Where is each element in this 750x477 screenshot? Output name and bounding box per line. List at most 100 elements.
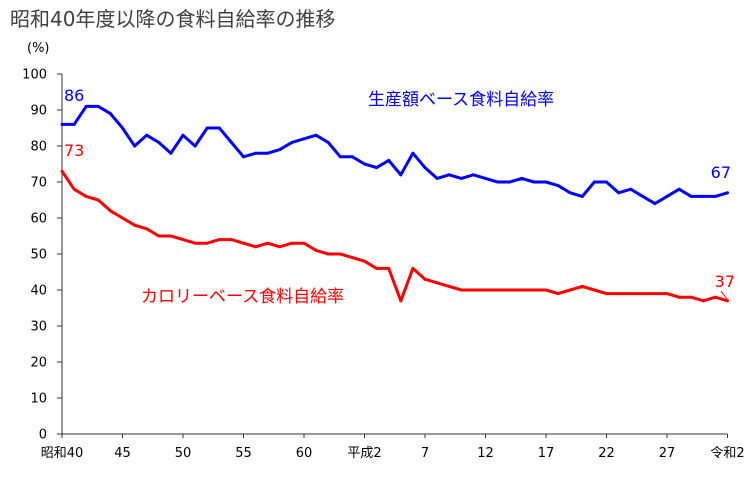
x-tick-label: 22 <box>598 446 615 461</box>
data-point-calorie <box>205 241 209 245</box>
data-point-calorie <box>411 266 415 270</box>
data-point-production-value <box>508 180 512 184</box>
data-point-calorie <box>484 288 487 292</box>
data-point-production-value <box>60 122 64 126</box>
data-point-production-value <box>556 184 560 188</box>
data-point-production-value <box>726 191 729 195</box>
y-tick-label: 0 <box>39 428 47 443</box>
data-point-production-value <box>592 180 596 184</box>
data-point-production-value <box>145 133 149 137</box>
data-point-calorie <box>508 288 512 292</box>
data-label-leader-line <box>720 290 728 300</box>
y-tick-label: 10 <box>30 392 47 407</box>
data-point-calorie <box>290 241 294 245</box>
x-tick-label: 50 <box>175 446 192 461</box>
data-point-production-value <box>290 140 294 144</box>
data-point-calorie <box>568 288 572 292</box>
data-point-production-value <box>713 194 717 198</box>
data-point-calorie <box>193 241 197 245</box>
x-axis: 昭和40 45 50 55 60 平成2 7 12 17 22 27 令和2 <box>41 433 745 461</box>
data-point-production-value <box>338 155 342 159</box>
data-point-calorie <box>326 252 330 256</box>
data-point-calorie <box>254 245 258 249</box>
x-tick-label: 17 <box>538 446 555 461</box>
series-production-value <box>60 104 729 206</box>
data-point-calorie <box>471 288 475 292</box>
data-point-production-value <box>217 126 221 130</box>
data-point-production-value <box>363 162 366 166</box>
data-point-calorie <box>556 292 560 296</box>
chart-title: 昭和40年度以降の食料自給率の推移 <box>10 7 335 31</box>
y-tick-label: 40 <box>30 284 47 299</box>
data-point-production-value <box>242 155 245 159</box>
data-point-production-value <box>411 151 415 155</box>
data-point-production-value <box>133 144 137 148</box>
data-point-calorie <box>217 238 221 242</box>
data-point-calorie <box>665 292 669 296</box>
data-point-production-value <box>423 166 427 170</box>
x-tick-label: 令和2 <box>710 446 744 461</box>
x-tick-label: 昭和40 <box>41 446 84 461</box>
data-point-calorie <box>605 292 608 296</box>
data-point-calorie <box>592 288 596 292</box>
data-point-calorie <box>520 288 524 292</box>
data-point-production-value <box>641 194 645 198</box>
data-point-production-value <box>689 194 693 198</box>
data-point-production-value <box>278 148 282 152</box>
series-line-production-value <box>62 104 728 206</box>
data-point-calorie <box>677 295 681 299</box>
data-label-calorie-start: 73 <box>64 141 84 160</box>
data-point-production-value <box>326 140 330 144</box>
data-point-calorie <box>96 198 100 202</box>
data-point-production-value <box>193 144 197 148</box>
y-axis: 0 10 20 30 40 50 60 70 80 90 100 <box>22 68 63 443</box>
data-point-calorie <box>338 252 342 256</box>
y-tick-label: 100 <box>22 68 47 83</box>
data-point-calorie <box>133 223 137 227</box>
data-point-calorie <box>84 194 88 198</box>
data-point-calorie <box>701 299 705 303</box>
y-tick-label: 30 <box>30 320 47 335</box>
data-point-production-value <box>84 104 88 108</box>
data-point-production-value <box>520 176 524 180</box>
data-point-production-value <box>580 194 584 198</box>
data-point-calorie <box>629 292 633 296</box>
x-tick-label: 7 <box>421 446 429 461</box>
data-point-production-value <box>181 133 185 137</box>
series-label-production-value: 生産額ベース食料自給率 <box>368 90 554 110</box>
data-point-calorie <box>496 288 500 292</box>
data-point-production-value <box>121 126 124 130</box>
data-point-production-value <box>266 151 270 155</box>
data-point-production-value <box>302 137 306 141</box>
data-point-production-value <box>605 180 608 184</box>
data-point-production-value <box>375 166 379 170</box>
data-point-calorie <box>181 238 185 242</box>
data-point-calorie <box>363 259 366 263</box>
data-point-production-value <box>387 158 391 162</box>
data-point-calorie <box>350 256 354 260</box>
data-point-production-value <box>701 194 705 198</box>
data-point-calorie <box>278 245 282 249</box>
data-point-production-value <box>96 104 100 108</box>
data-point-calorie <box>72 187 76 191</box>
data-point-production-value <box>459 176 463 180</box>
data-label-production-value-start: 86 <box>64 86 84 105</box>
x-tick-label: 27 <box>659 446 676 461</box>
data-point-calorie <box>145 227 149 231</box>
y-tick-label: 70 <box>30 176 47 191</box>
data-point-production-value <box>254 151 258 155</box>
y-tick-label: 50 <box>30 248 47 263</box>
data-point-production-value <box>653 202 657 206</box>
x-tick-label: 45 <box>114 446 131 461</box>
data-point-calorie <box>532 288 536 292</box>
data-label-calorie-end: 37 <box>715 272 735 291</box>
data-point-production-value <box>677 187 681 191</box>
data-point-production-value <box>435 176 439 180</box>
x-tick-label: 55 <box>235 446 252 461</box>
data-point-calorie <box>229 238 233 242</box>
data-point-calorie <box>387 266 391 270</box>
y-tick-label: 90 <box>30 104 47 119</box>
data-point-production-value <box>205 126 209 130</box>
data-point-calorie <box>423 277 427 281</box>
